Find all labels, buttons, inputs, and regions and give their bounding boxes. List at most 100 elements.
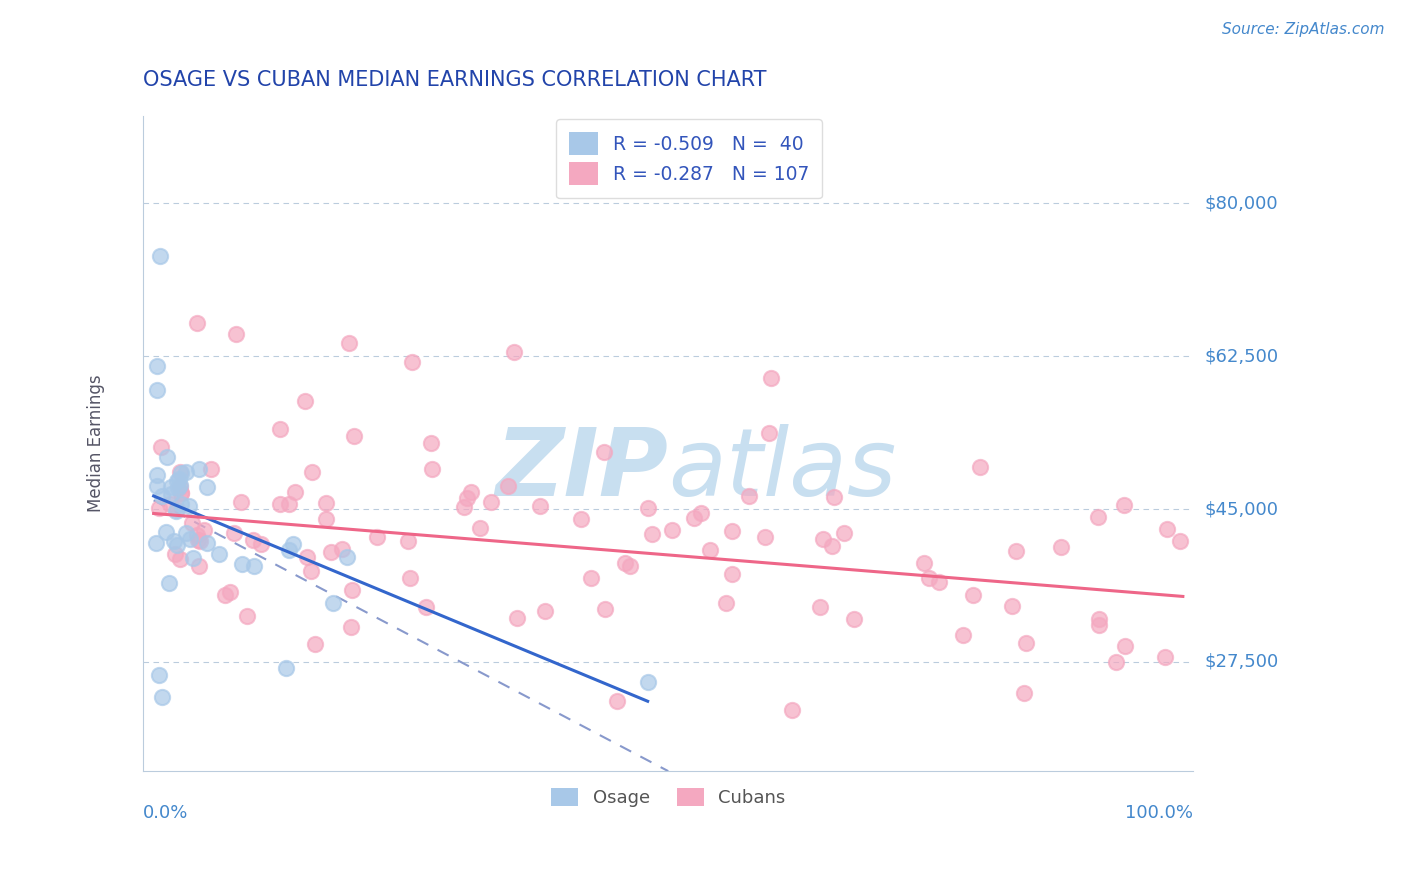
Osage xyxy=(637,674,659,689)
Osage xyxy=(336,550,359,565)
Cubans xyxy=(661,524,683,538)
Cubans xyxy=(842,612,865,626)
Osage xyxy=(231,558,253,572)
Cubans xyxy=(969,460,991,475)
Osage xyxy=(243,559,266,574)
Osage xyxy=(146,479,169,493)
Cubans xyxy=(690,506,713,520)
Osage xyxy=(149,249,172,263)
Cubans xyxy=(1005,544,1028,558)
Cubans xyxy=(181,516,204,530)
Osage xyxy=(150,489,173,503)
Cubans xyxy=(1088,612,1111,626)
Cubans xyxy=(738,489,761,503)
Cubans xyxy=(284,485,307,500)
Osage xyxy=(322,597,344,611)
Osage xyxy=(163,533,186,548)
Cubans xyxy=(299,565,322,579)
Cubans xyxy=(453,500,475,514)
Osage xyxy=(155,450,177,465)
Osage xyxy=(274,661,297,675)
Cubans xyxy=(186,316,208,330)
Text: $62,500: $62,500 xyxy=(1205,347,1278,365)
Osage xyxy=(195,480,218,494)
Osage xyxy=(145,384,167,398)
Cubans xyxy=(399,571,422,585)
Cubans xyxy=(231,495,253,509)
Cubans xyxy=(613,556,636,570)
Osage xyxy=(195,535,218,549)
Cubans xyxy=(420,435,443,450)
Cubans xyxy=(918,571,941,585)
Cubans xyxy=(188,534,211,549)
Cubans xyxy=(242,533,264,547)
Osage xyxy=(179,532,201,546)
Cubans xyxy=(569,512,592,526)
Osage xyxy=(208,547,231,561)
Cubans xyxy=(396,534,419,549)
Cubans xyxy=(759,371,782,385)
Osage xyxy=(169,478,191,492)
Cubans xyxy=(821,539,844,553)
Cubans xyxy=(342,582,364,597)
Cubans xyxy=(928,574,950,589)
Cubans xyxy=(1105,656,1128,670)
Cubans xyxy=(1114,640,1136,654)
Osage xyxy=(145,536,167,550)
Cubans xyxy=(159,497,181,511)
Cubans xyxy=(315,511,337,525)
Cubans xyxy=(1012,686,1035,700)
Cubans xyxy=(319,545,342,559)
Cubans xyxy=(169,465,191,479)
Text: $27,500: $27,500 xyxy=(1205,653,1278,671)
Cubans xyxy=(1001,599,1024,614)
Text: 0.0%: 0.0% xyxy=(143,804,188,822)
Cubans xyxy=(479,495,502,509)
Cubans xyxy=(343,429,366,443)
Cubans xyxy=(714,596,737,610)
Cubans xyxy=(502,344,524,359)
Cubans xyxy=(1015,635,1038,649)
Cubans xyxy=(337,335,360,350)
Cubans xyxy=(224,525,246,540)
Cubans xyxy=(225,327,247,342)
Osage xyxy=(157,575,180,590)
Cubans xyxy=(236,609,259,624)
Cubans xyxy=(169,480,191,494)
Cubans xyxy=(810,600,832,615)
Cubans xyxy=(619,559,641,574)
Osage xyxy=(170,497,193,511)
Osage xyxy=(278,543,301,558)
Cubans xyxy=(330,541,353,556)
Cubans xyxy=(420,462,443,476)
Osage xyxy=(166,474,188,488)
Legend: Osage, Cubans: Osage, Cubans xyxy=(544,780,793,814)
Osage xyxy=(181,550,204,565)
Cubans xyxy=(269,422,291,436)
Osage xyxy=(165,504,187,518)
Cubans xyxy=(683,511,706,525)
Osage xyxy=(160,480,183,494)
Osage xyxy=(166,481,188,495)
Cubans xyxy=(200,462,222,476)
Cubans xyxy=(148,501,170,516)
Cubans xyxy=(754,530,776,544)
Osage xyxy=(283,537,305,551)
Cubans xyxy=(315,495,337,509)
Cubans xyxy=(606,694,628,708)
Cubans xyxy=(193,524,215,538)
Cubans xyxy=(295,549,318,564)
Cubans xyxy=(1112,499,1135,513)
Cubans xyxy=(1168,534,1191,549)
Cubans xyxy=(366,530,388,544)
Cubans xyxy=(415,600,437,615)
Text: 100.0%: 100.0% xyxy=(1125,804,1194,822)
Osage xyxy=(174,465,197,479)
Text: ZIP: ZIP xyxy=(495,424,668,516)
Cubans xyxy=(219,585,242,599)
Cubans xyxy=(468,521,491,535)
Cubans xyxy=(294,394,316,409)
Osage xyxy=(155,525,177,540)
Cubans xyxy=(214,589,236,603)
Cubans xyxy=(579,571,602,585)
